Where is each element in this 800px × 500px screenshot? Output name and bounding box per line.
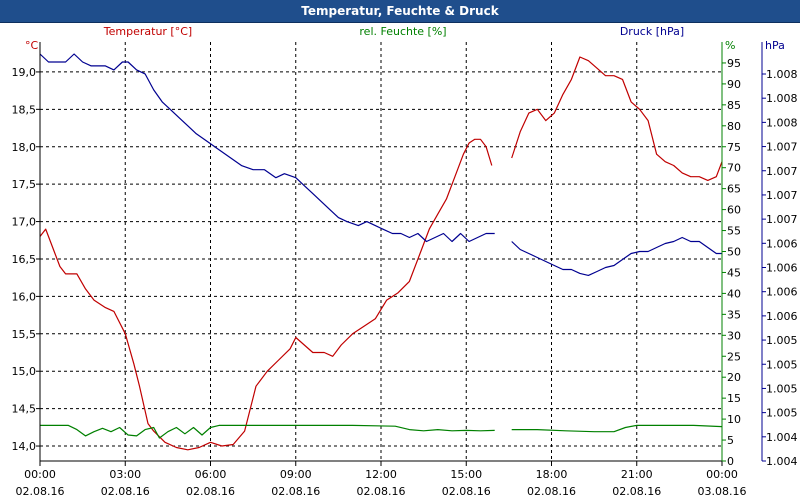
x-tick-time: 00:00 [706, 468, 738, 481]
humidity-tick-label: 15 [727, 392, 741, 405]
chart-title-bar: Temperatur, Feuchte & Druck [0, 0, 800, 23]
humidity-tick-label: 80 [727, 120, 741, 133]
x-tick-date: 02.08.16 [527, 485, 576, 498]
humidity-series-line [40, 424, 495, 439]
pressure-tick-label: 1.006 [766, 237, 798, 250]
pressure-tick-label: 1.005 [766, 334, 798, 347]
temperature-tick-label: 15,5 [12, 328, 37, 341]
humidity-tick-label: 70 [727, 162, 741, 175]
temperature-tick-label: 15,0 [12, 365, 37, 378]
humidity-tick-label: 75 [727, 141, 741, 154]
humidity-tick-label: 45 [727, 266, 741, 279]
pressure-tick-label: 1.007 [766, 165, 798, 178]
x-tick-time: 15:00 [450, 468, 482, 481]
pressure-series-line [511, 236, 722, 276]
temperature-tick-label: 17,0 [12, 216, 37, 229]
humidity-tick-label: 90 [727, 78, 741, 91]
humidity-tick-label: 60 [727, 204, 741, 217]
temperature-series-line [511, 56, 723, 181]
pressure-tick-label: 1.006 [766, 262, 798, 275]
x-tick-date: 02.08.16 [271, 485, 320, 498]
pressure-tick-label: 1.006 [766, 286, 798, 299]
temperature-tick-label: 18,5 [12, 103, 37, 116]
chart-title: Temperatur, Feuchte & Druck [301, 4, 499, 18]
pressure-unit: hPa [765, 39, 785, 52]
humidity-tick-label: 10 [727, 413, 741, 426]
temperature-tick-label: 16,0 [12, 290, 37, 303]
pressure-tick-label: 1.007 [766, 213, 798, 226]
humidity-tick-label: 25 [727, 350, 741, 363]
pressure-series-line [39, 53, 495, 243]
x-tick-date: 02.08.16 [357, 485, 406, 498]
x-tick-time: 18:00 [536, 468, 568, 481]
humidity-tick-label: 50 [727, 246, 741, 259]
humidity-tick-label: 30 [727, 329, 741, 342]
humidity-tick-label: 65 [727, 183, 741, 196]
x-tick-time: 06:00 [195, 468, 227, 481]
grid [36, 42, 766, 466]
humidity-tick-label: 0 [727, 455, 734, 468]
pressure-tick-label: 1.005 [766, 407, 798, 420]
x-tick-time: 00:00 [24, 468, 56, 481]
x-tick-date: 02.08.16 [16, 485, 65, 498]
temperature-tick-label: 16,5 [12, 253, 37, 266]
x-tick-date: 02.08.16 [186, 485, 235, 498]
humidity-tick-label: 55 [727, 225, 741, 238]
x-tick-date: 02.08.16 [442, 485, 491, 498]
temperature-series-line [39, 138, 493, 451]
axis-labels: °C Temperatur [°C] rel. Feuchte [%] Druc… [25, 25, 785, 52]
temperature-axis-title: Temperatur [°C] [103, 25, 192, 38]
humidity-axis-title: rel. Feuchte [%] [359, 25, 446, 38]
humidity-tick-label: 5 [727, 434, 734, 447]
humidity-unit: % [725, 39, 735, 52]
humidity-tick-label: 20 [727, 371, 741, 384]
x-tick-date: 02.08.16 [101, 485, 150, 498]
plot-lines [39, 53, 723, 451]
x-tick-date: 02.08.16 [612, 485, 661, 498]
pressure-tick-label: 1.004 [766, 431, 798, 444]
pressure-tick-label: 1.008 [766, 92, 798, 105]
temperature-tick-label: 14,0 [12, 440, 37, 453]
pressure-tick-label: 1.007 [766, 141, 798, 154]
pressure-tick-label: 1.007 [766, 189, 798, 202]
tick-labels: 00:00 02.08.16 03:00 02.08.16 06:00 02.08.16 0… [12, 57, 798, 498]
humidity-tick-label: 85 [727, 99, 741, 112]
x-tick-time: 21:00 [621, 468, 653, 481]
temperature-tick-label: 18,0 [12, 141, 37, 154]
humidity-tick-label: 95 [727, 57, 741, 70]
pressure-tick-label: 1.004 [766, 455, 798, 468]
pressure-tick-label: 1.008 [766, 68, 798, 81]
pressure-tick-label: 1.005 [766, 382, 798, 395]
temperature-unit: °C [25, 39, 39, 52]
pressure-tick-label: 1.005 [766, 358, 798, 371]
x-tick-time: 03:00 [109, 468, 141, 481]
axes [39, 42, 763, 462]
pressure-tick-label: 1.008 [766, 116, 798, 129]
x-tick-time: 09:00 [280, 468, 312, 481]
pressure-tick-label: 1.006 [766, 310, 798, 323]
x-tick-time: 12:00 [365, 468, 397, 481]
temperature-tick-label: 17,5 [12, 178, 37, 191]
temperature-tick-label: 14,5 [12, 403, 37, 416]
pressure-axis-title: Druck [hPa] [620, 25, 684, 38]
temperature-tick-label: 19,0 [12, 66, 37, 79]
humidity-series-line [511, 424, 723, 433]
humidity-tick-label: 40 [727, 287, 741, 300]
x-tick-date: 03.08.16 [698, 485, 747, 498]
humidity-tick-label: 35 [727, 308, 741, 321]
